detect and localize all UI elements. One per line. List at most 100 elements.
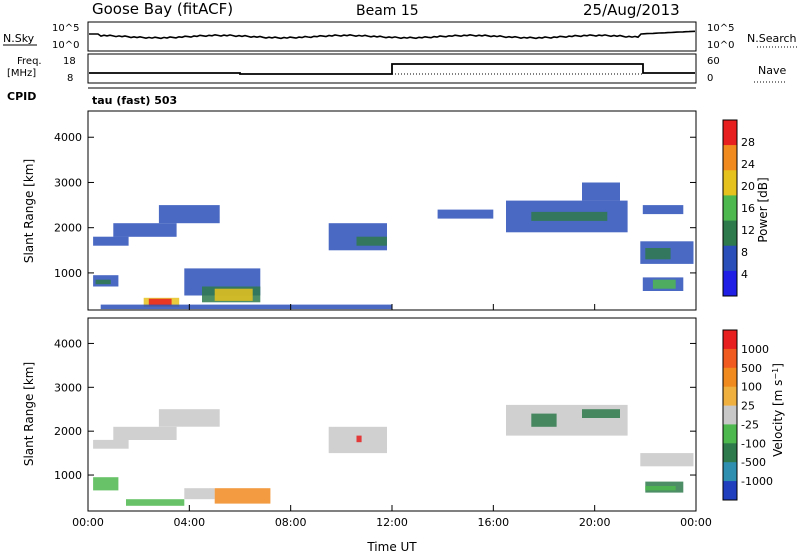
velocity-ytick-label-1: 2000: [54, 425, 82, 438]
velocity-region-2: [158, 409, 220, 427]
power-colorbar-seg-2: [723, 170, 737, 196]
velocity-xtick-label-2: 08:00: [275, 516, 307, 529]
velocity-region-0: [93, 439, 129, 449]
velocity-region-5: [184, 488, 215, 500]
power-colorbar-tick-3: 16: [741, 202, 755, 215]
freq-tick-top: 18: [63, 56, 76, 67]
x-axis-title: Time UT: [366, 540, 417, 554]
noise-left-tick-top: 10^5: [52, 23, 79, 34]
velocity-xtick-label-3: 12:00: [376, 516, 408, 529]
velocity-colorbar-tick-6: -500: [741, 456, 766, 469]
velocity-ylabel: Slant Range [km]: [22, 362, 36, 466]
velocity-ytick-label-0: 1000: [54, 469, 82, 482]
freq-panel-frame: [87, 53, 697, 84]
power-region-21: [652, 279, 676, 289]
noise-panel-frame: [87, 21, 697, 52]
velocity-region-11: [582, 409, 620, 418]
power-x-axis: [87, 304, 697, 310]
velocity-colorbar-tick-5: -100: [741, 437, 766, 450]
velocity-panel: 1000 2000 3000 4000 00:00 04:00 08:00 12:00 16:…: [22, 317, 785, 529]
noise-left-label: N.Sky: [3, 32, 35, 45]
power-colorbar-tick-2: 12: [741, 224, 755, 237]
velocity-region-8: [356, 435, 362, 443]
beam-title: Beam 15: [356, 3, 419, 19]
velocity-colorbar-seg-1: [723, 348, 737, 369]
velocity-colorbar-seg-7: [723, 462, 737, 482]
velocity-colorbar-seg-0: [723, 330, 737, 350]
power-region-0: [93, 236, 129, 246]
power-colorbar-seg-6: [723, 270, 737, 297]
power-colorbar-seg-1: [723, 145, 737, 171]
power-ytick-label-3: 4000: [54, 131, 82, 144]
power-colorbar-tick-1: 8: [741, 246, 748, 259]
noise-right-tick-top: 10^5: [707, 23, 734, 34]
date-title: 25/Aug/2013: [583, 1, 680, 19]
power-colorbar-seg-4: [723, 220, 737, 247]
noise-left-tick-bottom: 10^0: [52, 40, 79, 51]
power-region-16: [582, 182, 620, 201]
cpid-label: CPID: [7, 90, 36, 103]
velocity-colorbar: 1000 500 100 25 -25 -100 -500 -1000: [722, 329, 773, 501]
power-colorbar-seg-3: [723, 195, 737, 221]
power-region-1: [113, 223, 177, 237]
power-region-13: [437, 209, 494, 219]
velocity-colorbar-seg-6: [723, 443, 737, 463]
velocity-colorbar-seg-2: [723, 367, 737, 388]
power-region-12: [356, 236, 387, 246]
power-colorbar: 4 8 12 16 20 24 28: [722, 119, 755, 297]
power-region-10: [100, 304, 392, 310]
noise-right-label: N.Search: [747, 32, 797, 45]
power-region-2: [158, 205, 220, 224]
nave-tick-bottom: 0: [707, 73, 713, 84]
cpid-value: tau (fast) 503: [92, 94, 177, 107]
power-panel: 1000 2000 3000 4000 Slant Range [km] 4 8 12 16…: [22, 110, 770, 311]
power-region-7: [214, 288, 253, 301]
nave-label: Nave: [758, 64, 786, 77]
velocity-colorbar-tick-4: -25: [741, 418, 759, 431]
velocity-ytick-label-2: 3000: [54, 381, 82, 394]
velocity-region-12: [640, 453, 694, 467]
power-colorbar-label: Power [dB]: [756, 177, 770, 242]
power-data-layer: [93, 182, 694, 310]
velocity-x-axis: 00:00 04:00 08:00 12:00 16:00 20:00 00:00: [72, 505, 712, 529]
freq-tick-bottom: 8: [67, 73, 73, 84]
power-ytick-label-2: 3000: [54, 176, 82, 189]
station-title: Goose Bay (fitACF): [92, 0, 233, 18]
velocity-xtick-label-1: 04:00: [173, 516, 205, 529]
power-region-18: [645, 248, 671, 260]
velocity-xtick-label-0: 00:00: [72, 516, 104, 529]
velocity-xtick-label-6: 00:00: [680, 516, 712, 529]
noise-right-tick-bottom: 10^0: [707, 40, 734, 51]
power-colorbar-seg-5: [723, 245, 737, 272]
velocity-data-layer: [93, 404, 694, 506]
freq-panel: Freq. [MHz] 18 8 60 0 Nave CPID tau (fas…: [7, 53, 786, 107]
velocity-colorbar-seg-8: [723, 481, 737, 501]
velocity-region-14: [645, 486, 676, 491]
velocity-colorbar-tick-1: 500: [741, 362, 762, 375]
power-region-19: [642, 205, 684, 215]
velocity-colorbar-frame: [722, 329, 738, 501]
noise-panel: N.Sky 10^5 10^0 10^5 10^0 N.Search: [3, 21, 799, 52]
power-colorbar-seg-0: [723, 120, 737, 146]
power-ytick-label-0: 1000: [54, 267, 82, 280]
power-colorbar-tick-5: 24: [741, 158, 755, 171]
velocity-colorbar-tick-2: 100: [741, 381, 762, 394]
freq-label-1: Freq.: [17, 56, 42, 67]
freq-line: [89, 63, 695, 75]
velocity-region-1: [113, 426, 177, 440]
velocity-region-3: [93, 477, 119, 491]
velocity-xtick-label-5: 20:00: [579, 516, 611, 529]
power-region-15: [531, 211, 608, 221]
velocity-colorbar-tick-0: 1000: [741, 343, 769, 356]
nave-tick-top: 60: [707, 56, 720, 67]
velocity-xtick-label-4: 16:00: [477, 516, 509, 529]
noise-sky-line: [89, 30, 696, 40]
velocity-region-6: [214, 488, 271, 504]
power-region-4: [95, 279, 111, 285]
power-colorbar-tick-4: 20: [741, 180, 755, 193]
velocity-colorbar-seg-5: [723, 424, 737, 444]
power-colorbar-tick-0: 4: [741, 268, 748, 281]
power-ytick-label-1: 2000: [54, 222, 82, 235]
power-ylabel: Slant Range [km]: [22, 159, 36, 263]
